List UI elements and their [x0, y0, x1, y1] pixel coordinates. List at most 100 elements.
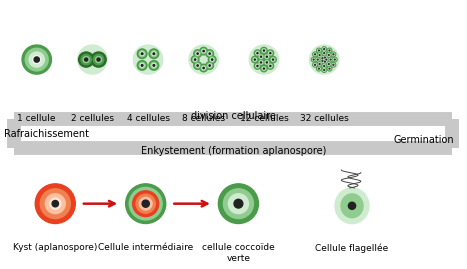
Ellipse shape — [331, 52, 336, 56]
Ellipse shape — [208, 64, 211, 67]
Ellipse shape — [196, 52, 199, 55]
Ellipse shape — [348, 202, 356, 209]
Ellipse shape — [151, 62, 157, 68]
Ellipse shape — [211, 58, 213, 61]
Ellipse shape — [34, 57, 39, 62]
Ellipse shape — [311, 57, 316, 62]
Ellipse shape — [152, 64, 156, 67]
Ellipse shape — [326, 53, 331, 57]
Text: Rafraichissement: Rafraichissement — [4, 129, 89, 139]
Ellipse shape — [40, 189, 71, 218]
Text: 4 cellules: 4 cellules — [127, 114, 170, 123]
Ellipse shape — [52, 200, 58, 207]
Ellipse shape — [207, 63, 212, 68]
Ellipse shape — [329, 50, 330, 51]
Ellipse shape — [325, 59, 327, 60]
Ellipse shape — [258, 54, 264, 60]
Ellipse shape — [328, 54, 330, 56]
Ellipse shape — [85, 58, 88, 61]
Ellipse shape — [329, 68, 330, 69]
Ellipse shape — [318, 68, 319, 69]
Ellipse shape — [149, 49, 159, 59]
Ellipse shape — [197, 65, 198, 66]
Ellipse shape — [267, 50, 274, 56]
Ellipse shape — [324, 53, 325, 54]
Ellipse shape — [261, 65, 267, 72]
Ellipse shape — [202, 50, 205, 52]
Ellipse shape — [322, 60, 323, 62]
Ellipse shape — [322, 68, 326, 72]
Ellipse shape — [254, 50, 261, 56]
Ellipse shape — [266, 56, 268, 58]
Ellipse shape — [266, 62, 268, 63]
Ellipse shape — [153, 53, 155, 55]
Ellipse shape — [269, 51, 272, 55]
Ellipse shape — [151, 51, 157, 57]
Ellipse shape — [212, 59, 213, 60]
Ellipse shape — [318, 49, 320, 52]
Ellipse shape — [312, 58, 315, 61]
Ellipse shape — [333, 64, 334, 65]
Ellipse shape — [201, 49, 206, 54]
Ellipse shape — [327, 48, 332, 53]
Ellipse shape — [327, 54, 330, 56]
Ellipse shape — [139, 197, 152, 210]
Ellipse shape — [152, 52, 156, 55]
Ellipse shape — [325, 58, 328, 61]
Ellipse shape — [323, 52, 325, 55]
Ellipse shape — [209, 65, 210, 66]
Ellipse shape — [324, 57, 329, 62]
Ellipse shape — [194, 50, 201, 57]
Ellipse shape — [263, 49, 265, 52]
Ellipse shape — [322, 51, 326, 55]
Ellipse shape — [330, 59, 332, 60]
Ellipse shape — [324, 69, 325, 71]
Ellipse shape — [317, 59, 318, 60]
Ellipse shape — [191, 56, 199, 63]
Ellipse shape — [314, 63, 317, 66]
Ellipse shape — [313, 59, 314, 60]
Ellipse shape — [133, 45, 163, 74]
Ellipse shape — [272, 58, 274, 61]
Ellipse shape — [265, 55, 269, 59]
Ellipse shape — [261, 56, 262, 57]
Ellipse shape — [141, 64, 144, 67]
Ellipse shape — [314, 53, 317, 56]
Ellipse shape — [206, 50, 213, 57]
Ellipse shape — [257, 53, 258, 54]
Ellipse shape — [234, 199, 243, 208]
Ellipse shape — [81, 54, 92, 65]
Ellipse shape — [333, 57, 337, 62]
Ellipse shape — [310, 45, 339, 74]
Text: 8 cellules: 8 cellules — [182, 114, 225, 123]
Ellipse shape — [314, 54, 316, 55]
Ellipse shape — [341, 194, 363, 218]
Ellipse shape — [326, 59, 327, 60]
Ellipse shape — [141, 53, 143, 55]
Ellipse shape — [203, 67, 205, 69]
Ellipse shape — [195, 63, 200, 68]
Ellipse shape — [194, 59, 196, 60]
Ellipse shape — [126, 184, 166, 224]
Ellipse shape — [262, 49, 266, 52]
Ellipse shape — [255, 64, 260, 68]
Ellipse shape — [254, 63, 261, 69]
Ellipse shape — [257, 65, 258, 66]
Ellipse shape — [332, 63, 335, 66]
Ellipse shape — [83, 56, 89, 63]
Ellipse shape — [195, 51, 200, 56]
Ellipse shape — [317, 59, 318, 60]
Ellipse shape — [22, 45, 51, 74]
Ellipse shape — [137, 49, 147, 59]
Ellipse shape — [141, 65, 143, 66]
Ellipse shape — [313, 59, 314, 60]
Ellipse shape — [269, 64, 272, 68]
Ellipse shape — [133, 191, 159, 217]
Ellipse shape — [269, 65, 271, 67]
Ellipse shape — [271, 58, 275, 62]
Ellipse shape — [139, 51, 145, 57]
Text: 32 cellules: 32 cellules — [300, 114, 348, 123]
Ellipse shape — [331, 63, 336, 67]
Ellipse shape — [329, 50, 330, 51]
Ellipse shape — [254, 58, 256, 61]
